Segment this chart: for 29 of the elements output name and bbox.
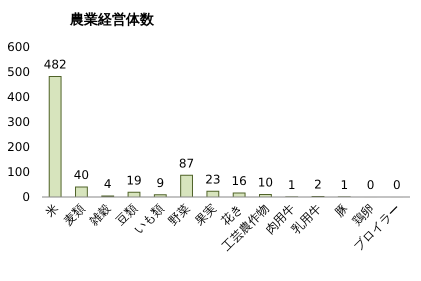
x-tick-label: 果実: [192, 201, 219, 228]
chart-title: 農業経営体数: [69, 12, 155, 28]
data-label: 40: [74, 168, 90, 182]
x-tick-label: 豚: [332, 201, 350, 220]
x-tick-label: 雑穀: [86, 201, 114, 228]
data-label: 1: [340, 178, 348, 192]
data-label: 87: [178, 156, 194, 170]
data-label: 2: [314, 178, 322, 192]
x-tick-label: 米: [42, 201, 62, 220]
y-tick-label: 0: [22, 190, 30, 204]
y-tick-label: 400: [7, 90, 30, 104]
data-label: 1: [288, 178, 296, 192]
data-label: 0: [393, 178, 401, 192]
data-label: 4: [104, 177, 112, 191]
y-tick-label: 100: [7, 165, 30, 179]
data-label: 23: [205, 172, 220, 186]
y-tick-label: 500: [7, 65, 30, 79]
y-tick-label: 200: [7, 140, 30, 154]
data-label: 16: [232, 174, 247, 188]
data-label: 9: [156, 176, 164, 190]
x-tick-label: 野菜: [166, 201, 193, 228]
data-label: 10: [258, 176, 274, 190]
y-tick-label: 300: [7, 115, 30, 129]
data-label: 482: [44, 58, 67, 72]
data-label: 0: [366, 178, 374, 192]
x-tick-label: 豆類: [113, 201, 140, 228]
x-tick-label: 麦類: [60, 201, 88, 228]
y-tick-label: 600: [7, 40, 30, 54]
data-label: 19: [126, 173, 142, 188]
